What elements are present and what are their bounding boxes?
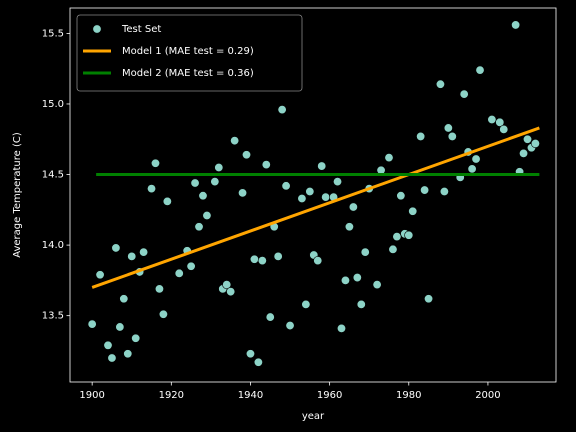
data-point <box>139 247 149 257</box>
data-point <box>321 192 331 202</box>
y-tick-label: 14.0 <box>42 240 64 251</box>
data-point <box>119 294 129 304</box>
data-point <box>388 244 398 254</box>
plot-frame <box>69 7 557 383</box>
data-point <box>344 222 354 232</box>
data-point <box>281 181 291 191</box>
data-point <box>317 161 327 171</box>
data-point <box>186 261 196 271</box>
data-point <box>265 312 275 322</box>
data-point <box>230 136 240 146</box>
data-point <box>499 124 509 134</box>
legend-label: Model 2 (MAE test = 0.36) <box>122 68 254 79</box>
data-point <box>420 185 430 195</box>
data-point <box>202 210 212 220</box>
data-point <box>467 164 477 174</box>
data-point <box>154 284 164 294</box>
data-point <box>519 148 529 158</box>
data-point <box>384 153 394 163</box>
x-tick-label: 1940 <box>238 390 263 401</box>
data-point <box>238 188 248 198</box>
data-point <box>408 206 418 216</box>
data-point <box>111 243 121 253</box>
data-point <box>162 196 172 206</box>
data-point <box>150 158 160 168</box>
data-point <box>285 321 295 331</box>
data-point <box>249 254 259 264</box>
data-point <box>360 247 370 257</box>
data-point <box>214 162 224 172</box>
data-point <box>103 340 113 350</box>
data-point <box>273 251 283 261</box>
data-point <box>416 131 426 141</box>
data-point <box>257 256 267 266</box>
data-point <box>471 154 481 164</box>
y-tick-label: 15.5 <box>42 28 64 39</box>
data-point <box>435 79 445 89</box>
data-point <box>356 299 366 309</box>
data-point <box>336 323 346 333</box>
data-point <box>352 273 362 283</box>
data-point <box>127 251 137 261</box>
x-tick-label: 1980 <box>396 390 421 401</box>
y-tick-label: 14.5 <box>42 170 64 181</box>
data-point <box>443 123 453 133</box>
x-axis-label: year <box>302 411 325 422</box>
data-point <box>404 230 414 240</box>
data-point <box>253 357 263 367</box>
data-point <box>147 184 157 194</box>
data-point <box>210 177 220 187</box>
data-point <box>523 134 533 144</box>
legend-box <box>76 14 303 92</box>
x-tick-label: 1960 <box>317 390 342 401</box>
x-tick-label: 2000 <box>475 390 500 401</box>
data-point <box>530 138 540 148</box>
legend-marker <box>92 24 102 34</box>
data-point <box>158 309 168 319</box>
data-point <box>305 186 315 196</box>
data-point <box>174 268 184 278</box>
data-point <box>222 280 232 290</box>
data-point <box>242 150 252 160</box>
data-point <box>131 333 141 343</box>
y-tick-label: 13.5 <box>42 311 64 322</box>
data-point <box>245 349 255 359</box>
data-point <box>277 105 287 115</box>
data-point <box>495 117 505 127</box>
data-point <box>297 194 307 204</box>
data-point <box>340 275 350 285</box>
model-line <box>91 126 540 289</box>
data-point <box>198 191 208 201</box>
data-point <box>115 322 125 332</box>
data-point <box>95 270 105 280</box>
x-tick-label: 1920 <box>159 390 184 401</box>
data-point <box>194 222 204 232</box>
data-point <box>487 114 497 124</box>
data-point <box>190 178 200 188</box>
data-point <box>392 232 402 242</box>
legend-label: Model 1 (MAE test = 0.29) <box>122 46 254 57</box>
data-point <box>313 256 323 266</box>
data-point <box>107 353 117 363</box>
data-point <box>261 160 271 170</box>
data-point <box>87 319 97 329</box>
data-point <box>301 299 311 309</box>
data-point <box>123 349 133 359</box>
data-point <box>333 177 343 187</box>
y-axis-label: Average Temperature (C) <box>12 132 23 258</box>
data-point <box>424 294 434 304</box>
data-point <box>226 287 236 297</box>
y-tick-label: 15.0 <box>42 99 64 110</box>
data-point <box>396 191 406 201</box>
legend-label: Test Set <box>121 24 161 35</box>
data-point <box>459 89 469 99</box>
data-point <box>348 202 358 212</box>
data-point <box>475 65 485 75</box>
x-tick-label: 1900 <box>79 390 104 401</box>
data-point <box>372 280 382 290</box>
data-point <box>439 186 449 196</box>
data-point <box>447 131 457 141</box>
data-point <box>511 20 521 30</box>
